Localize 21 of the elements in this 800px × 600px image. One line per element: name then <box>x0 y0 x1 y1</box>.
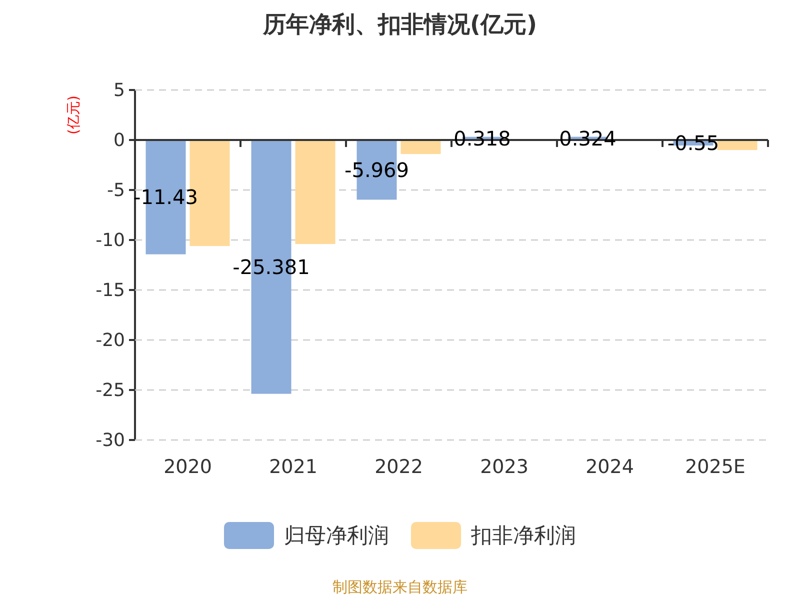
x-tick-label: 2022 <box>374 456 423 478</box>
y-tick-label: -15 <box>96 280 125 301</box>
legend-label: 归母净利润 <box>284 524 389 548</box>
y-axis-title: (亿元) <box>66 96 82 134</box>
y-tick-label: -5 <box>107 180 125 201</box>
y-tick-label: 5 <box>114 80 125 101</box>
x-tick-label: 2020 <box>164 456 212 478</box>
y-tick-label: 0 <box>114 130 125 151</box>
data-label: -25.381 <box>232 254 310 279</box>
y-tick-label: -25 <box>96 380 125 401</box>
x-tick-label: 2025E <box>685 456 746 478</box>
chart-title: 历年净利、扣非情况(亿元) <box>262 12 538 38</box>
x-tick-label: 2024 <box>586 456 634 478</box>
text: 制图数据来自数据库 <box>332 578 468 596</box>
y-tick-label: -10 <box>96 230 125 251</box>
x-tick-label: 2021 <box>269 456 318 478</box>
y-tick-label: -20 <box>96 330 125 351</box>
legend-label: 扣非净利润 <box>470 524 576 548</box>
y-tick-label: -30 <box>96 430 125 451</box>
data-label: -5.969 <box>344 158 409 182</box>
x-tick-label: 2023 <box>480 456 528 478</box>
